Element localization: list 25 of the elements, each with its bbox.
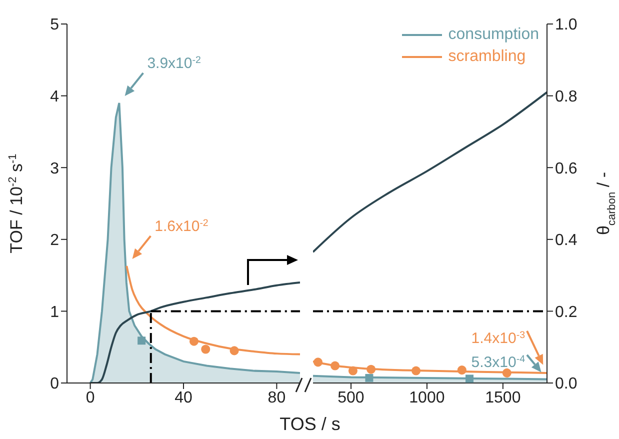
x-axis-title: TOS / s	[280, 414, 340, 434]
x-tick-label: 0	[86, 389, 95, 406]
y-tick-label: 3	[50, 160, 60, 178]
x-tick-label: 40	[174, 389, 192, 406]
y-tick-label: 5	[50, 16, 60, 34]
y2-tick-label: 0.6	[555, 160, 578, 178]
legend-label: consumption	[448, 26, 539, 44]
y-tick-label: 2	[50, 232, 60, 250]
x-tick-label: 500	[338, 389, 364, 406]
y-tick-label: 4	[50, 88, 60, 106]
x-tick-label: 1500	[485, 389, 521, 406]
x-tick-label: 1000	[409, 389, 445, 406]
y-tick-label: 1	[50, 304, 60, 321]
legend-label: scrambling	[448, 48, 526, 66]
y2-tick-label: 1.0	[555, 16, 578, 34]
annotation: 1.6x10$^{-2}$	[154, 217, 208, 235]
annotation: 5.3x10$^{-4}$	[471, 353, 526, 371]
y2-tick-label: 0.0	[555, 376, 578, 393]
y2-tick-label: 0.4	[555, 232, 578, 250]
y2-tick-label: 0.2	[555, 304, 578, 321]
x-tick-label: 80	[268, 389, 286, 406]
annotation: 1.4x10$^{-3}$	[471, 329, 525, 347]
y2-tick-label: 0.8	[555, 88, 578, 106]
y-tick-label: 0	[50, 376, 60, 393]
annotation: 3.9x10$^{-2}$	[147, 54, 201, 72]
